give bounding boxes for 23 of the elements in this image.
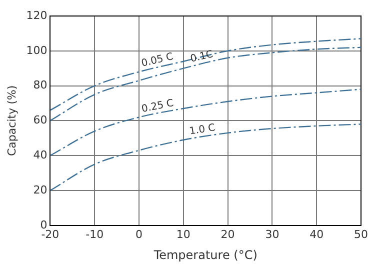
x-tick-label: 20 — [220, 228, 235, 241]
text: 1.0 C — [188, 122, 216, 138]
x-axis-title: Temperature (°C) — [152, 248, 258, 262]
x-tick-label: 50 — [354, 228, 368, 241]
x-tick-label: -10 — [86, 228, 104, 241]
text: 0.05 C — [140, 51, 174, 70]
y-axis-title: Capacity (%) — [5, 85, 18, 156]
text: 0.25 C — [140, 98, 175, 116]
line-series — [50, 88, 361, 156]
y-tick-label: 100 — [26, 44, 48, 57]
x-tick-label: 30 — [265, 228, 280, 241]
line-series — [50, 38, 361, 111]
y-tick-label: 40 — [33, 148, 48, 162]
x-tick-label: 10 — [176, 228, 190, 241]
text: 0.1C — [189, 48, 214, 65]
y-tick-label: 20 — [33, 183, 48, 196]
y-tick-label: 120 — [26, 8, 48, 22]
x-tick-label: 0 — [135, 228, 142, 241]
y-tick-label: 80 — [33, 78, 48, 92]
x-tick-label: 40 — [310, 228, 324, 241]
line-series — [50, 124, 361, 192]
y-tick-label: 60 — [33, 114, 48, 127]
line-series — [50, 46, 361, 122]
